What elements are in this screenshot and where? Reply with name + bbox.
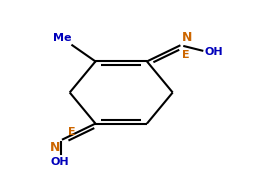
Text: N: N	[50, 141, 61, 154]
Text: N: N	[182, 31, 192, 44]
Text: OH: OH	[50, 157, 69, 167]
Text: E: E	[182, 50, 189, 60]
Text: Me: Me	[53, 33, 71, 43]
Text: OH: OH	[204, 47, 223, 58]
Text: E: E	[68, 127, 76, 137]
